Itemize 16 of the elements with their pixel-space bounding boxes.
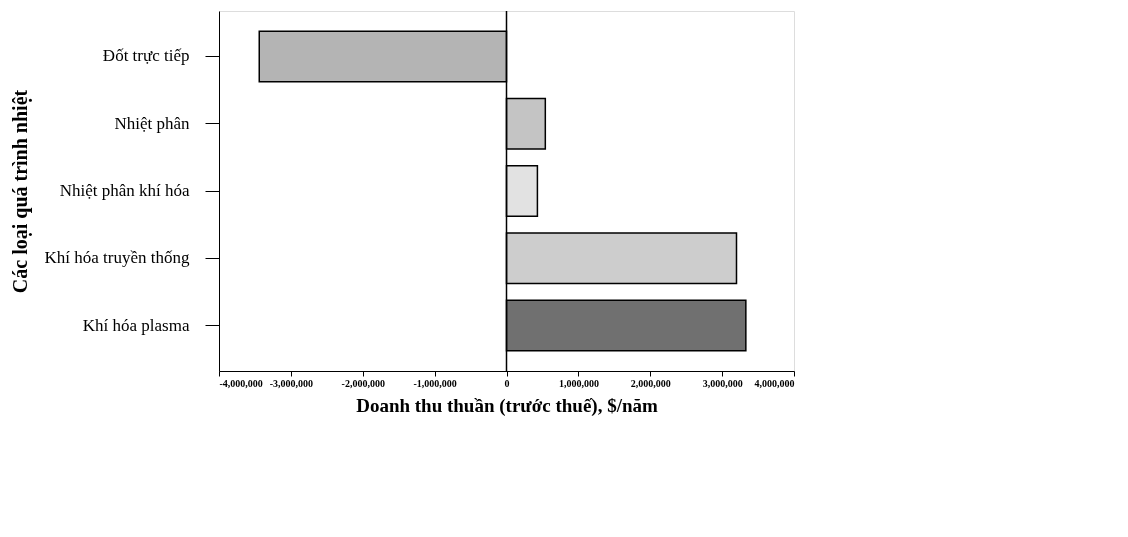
x-tick-label: -4,000,000 (219, 377, 263, 389)
x-tick-label: -1,000,000 (413, 377, 457, 389)
y-tick-label: Nhiệt phân khí hóa (59, 181, 190, 200)
x-tick-label: 1,000,000 (558, 377, 599, 389)
y-axis-title: Các loại quá trình nhiệt (8, 89, 32, 294)
x-tick-label: 2,000,000 (630, 377, 671, 389)
y-tick-label: Khí hóa truyền thống (44, 248, 190, 268)
x-tick-label: 4,000,000 (754, 377, 795, 389)
x-axis-title: Doanh thu thuần (trước thuế), $/năm (356, 394, 659, 417)
y-tick-label: Khí hóa plasma (82, 315, 190, 335)
x-tick-label: 3,000,000 (702, 377, 743, 389)
x-tick-label: 0 (504, 377, 510, 389)
y-tick-label: Đốt trực tiếp (102, 46, 190, 66)
x-tick-label: -3,000,000 (269, 377, 314, 389)
x-tick-label: -2,000,000 (341, 377, 385, 389)
y-tick-label: Nhiệt phân (114, 113, 190, 133)
